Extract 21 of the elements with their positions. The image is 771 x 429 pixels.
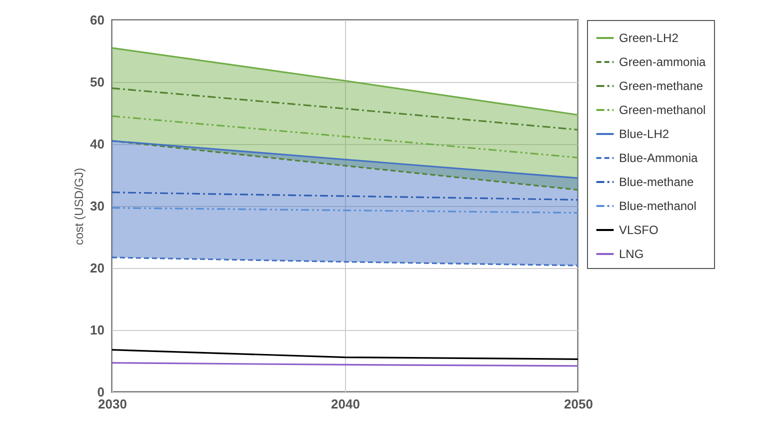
y-tick-label: 60 (90, 12, 104, 28)
y-tick-label: 40 (90, 136, 104, 152)
legend-label: Blue-Ammonia (619, 151, 698, 165)
y-tick-label: 20 (90, 260, 104, 276)
legend-label: Blue-methanol (619, 199, 696, 213)
y-tick-label: 30 (90, 198, 104, 214)
legend-label: Blue-LH2 (619, 127, 670, 141)
legend-label: Green-methanol (619, 103, 706, 117)
y-axis-title: cost (USD/GJ) (72, 168, 86, 246)
y-tick-label: 0 (97, 384, 104, 400)
legend-label: Green-methane (619, 79, 704, 93)
legend-label: Green-ammonia (619, 55, 706, 69)
legend-label: Blue-methane (619, 175, 694, 189)
y-tick-label: 10 (90, 322, 104, 338)
legend-label: Green-LH2 (619, 31, 679, 45)
x-tick-label: 2050 (564, 396, 593, 412)
x-tick-label: 2030 (98, 396, 127, 412)
legend-label: VLSFO (619, 223, 658, 237)
x-tick-label: 2040 (331, 396, 360, 412)
legend-label: LNG (619, 247, 644, 261)
y-tick-label: 50 (90, 74, 104, 90)
